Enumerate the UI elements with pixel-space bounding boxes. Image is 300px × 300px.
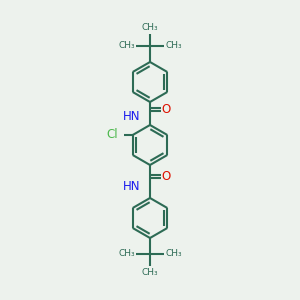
Text: CH₃: CH₃ xyxy=(142,23,158,32)
Text: O: O xyxy=(162,169,171,182)
Text: CH₃: CH₃ xyxy=(165,250,181,259)
Text: HN: HN xyxy=(122,110,140,123)
Text: CH₃: CH₃ xyxy=(118,41,135,50)
Text: Cl: Cl xyxy=(106,128,118,142)
Text: O: O xyxy=(162,103,171,116)
Text: CH₃: CH₃ xyxy=(142,268,158,277)
Text: CH₃: CH₃ xyxy=(118,250,135,259)
Text: CH₃: CH₃ xyxy=(165,41,181,50)
Text: HN: HN xyxy=(122,179,140,193)
